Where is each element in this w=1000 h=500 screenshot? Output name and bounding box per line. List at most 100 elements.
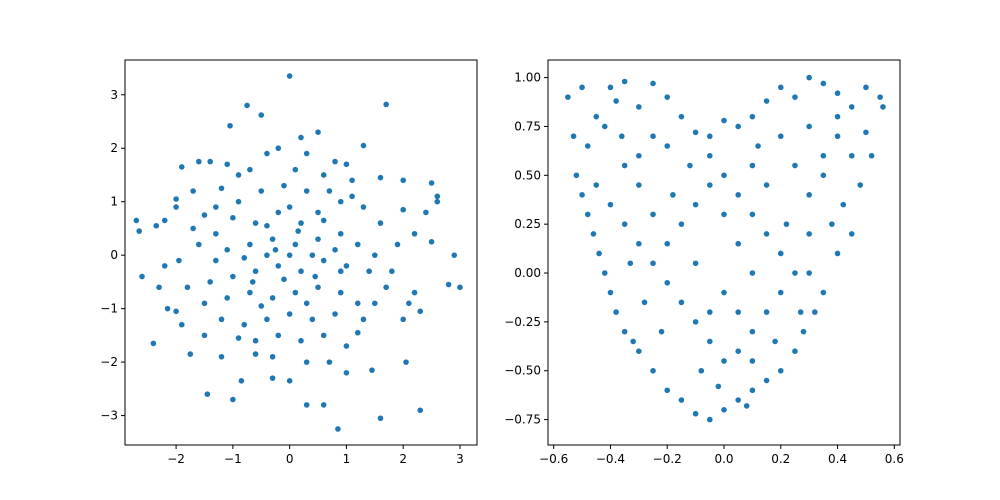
scatter-point xyxy=(377,415,384,422)
scatter-point xyxy=(621,78,628,85)
scatter-point xyxy=(136,228,142,234)
scatter-point xyxy=(664,279,671,286)
scatter-point xyxy=(337,230,344,237)
scatter-point xyxy=(286,73,293,79)
y-tick-label: 1 xyxy=(110,195,118,209)
left-scatter-plot: −2 −1 0 1 2 3 −3 −2 −1 0 1 2 3 xyxy=(100,59,478,466)
scatter-point xyxy=(664,94,671,100)
scatter-point xyxy=(190,225,196,232)
scatter-point xyxy=(343,343,350,349)
scatter-point xyxy=(335,426,341,432)
scatter-point xyxy=(707,182,713,188)
scatter-point xyxy=(820,172,827,179)
scatter-point xyxy=(178,321,185,328)
scatter-point xyxy=(298,220,304,226)
scatter-point xyxy=(820,80,827,87)
scatter-point xyxy=(621,162,628,169)
scatter-point xyxy=(707,133,713,140)
scatter-point xyxy=(281,182,287,189)
scatter-point xyxy=(320,402,327,408)
scatter-point xyxy=(834,133,841,140)
scatter-point xyxy=(218,185,225,192)
scatter-point xyxy=(247,241,253,248)
scatter-point xyxy=(343,161,350,168)
scatter-point xyxy=(636,152,642,159)
scatter-point xyxy=(627,260,634,267)
scatter-point xyxy=(298,134,304,141)
scatter-point xyxy=(721,289,727,296)
scatter-point xyxy=(678,299,685,306)
scatter-point xyxy=(692,129,699,136)
scatter-point xyxy=(292,241,299,248)
scatter-point xyxy=(187,351,194,357)
scatter-point xyxy=(743,403,750,409)
scatter-point xyxy=(451,252,458,258)
y-tick-label: 0.50 xyxy=(514,168,541,182)
scatter-point xyxy=(218,353,225,360)
scatter-point xyxy=(235,198,242,205)
scatter-point xyxy=(601,270,608,276)
axes-frame xyxy=(124,59,478,446)
scatter-point xyxy=(241,255,248,261)
x-tick-label: −0.2 xyxy=(653,452,682,466)
scatter-point xyxy=(201,300,208,307)
scatter-point xyxy=(309,316,316,323)
scatter-point xyxy=(224,161,230,168)
scatter-point xyxy=(820,289,827,296)
scatter-point xyxy=(658,328,665,335)
scatter-point xyxy=(230,273,236,280)
scatter-point xyxy=(721,358,727,364)
scatter-point xyxy=(320,172,327,178)
scatter-point xyxy=(252,220,259,226)
scatter-point xyxy=(573,172,580,179)
scatter-point xyxy=(320,257,327,264)
scatter-point xyxy=(252,337,259,344)
scatter-point xyxy=(275,332,282,339)
scatter-point xyxy=(565,94,571,100)
scatter-point xyxy=(372,300,378,307)
scatter-point xyxy=(857,182,864,188)
scatter-point xyxy=(619,133,625,140)
scatter-point xyxy=(692,410,699,417)
scatter-point xyxy=(570,133,577,140)
scatter-point xyxy=(315,209,321,216)
scatter-point xyxy=(687,162,693,169)
scatter-point xyxy=(834,113,841,120)
scatter-point xyxy=(213,204,219,210)
scatter-point xyxy=(326,188,333,194)
scatter-point xyxy=(579,192,585,198)
scatter-point xyxy=(777,289,784,296)
x-tick-label: 0.2 xyxy=(771,452,790,466)
scatter-point xyxy=(337,268,344,275)
y-tick-label: −0.50 xyxy=(504,364,541,378)
scatter-point xyxy=(692,319,699,325)
scatter-point xyxy=(806,74,812,81)
scatter-point xyxy=(417,308,424,315)
scatter-point xyxy=(201,332,208,339)
scatter-point xyxy=(224,247,230,253)
scatter-point xyxy=(735,240,741,247)
scatter-point xyxy=(721,211,727,218)
scatter-point xyxy=(400,206,406,213)
scatter-point xyxy=(678,113,685,120)
y-tick-label: 0.75 xyxy=(514,119,541,133)
scatter-point xyxy=(607,84,614,91)
scatter-point xyxy=(848,152,855,159)
scatter-point xyxy=(360,142,367,149)
scatter-point xyxy=(264,252,270,258)
scatter-point xyxy=(721,407,727,413)
y-tick-label: 0.25 xyxy=(514,217,541,231)
scatter-point xyxy=(349,193,355,200)
scatter-point xyxy=(806,192,812,198)
scatter-point xyxy=(252,351,259,357)
x-tick-label: 0 xyxy=(286,452,294,466)
scatter-point xyxy=(777,84,784,91)
scatter-point xyxy=(829,221,835,227)
scatter-point xyxy=(238,378,245,384)
scatter-point xyxy=(417,407,424,414)
y-tick-label: −1 xyxy=(100,302,118,316)
x-tick-label: −0.4 xyxy=(596,452,625,466)
scatter-point xyxy=(372,252,378,258)
x-tick-label: 2 xyxy=(399,452,407,466)
scatter-point xyxy=(349,177,355,184)
